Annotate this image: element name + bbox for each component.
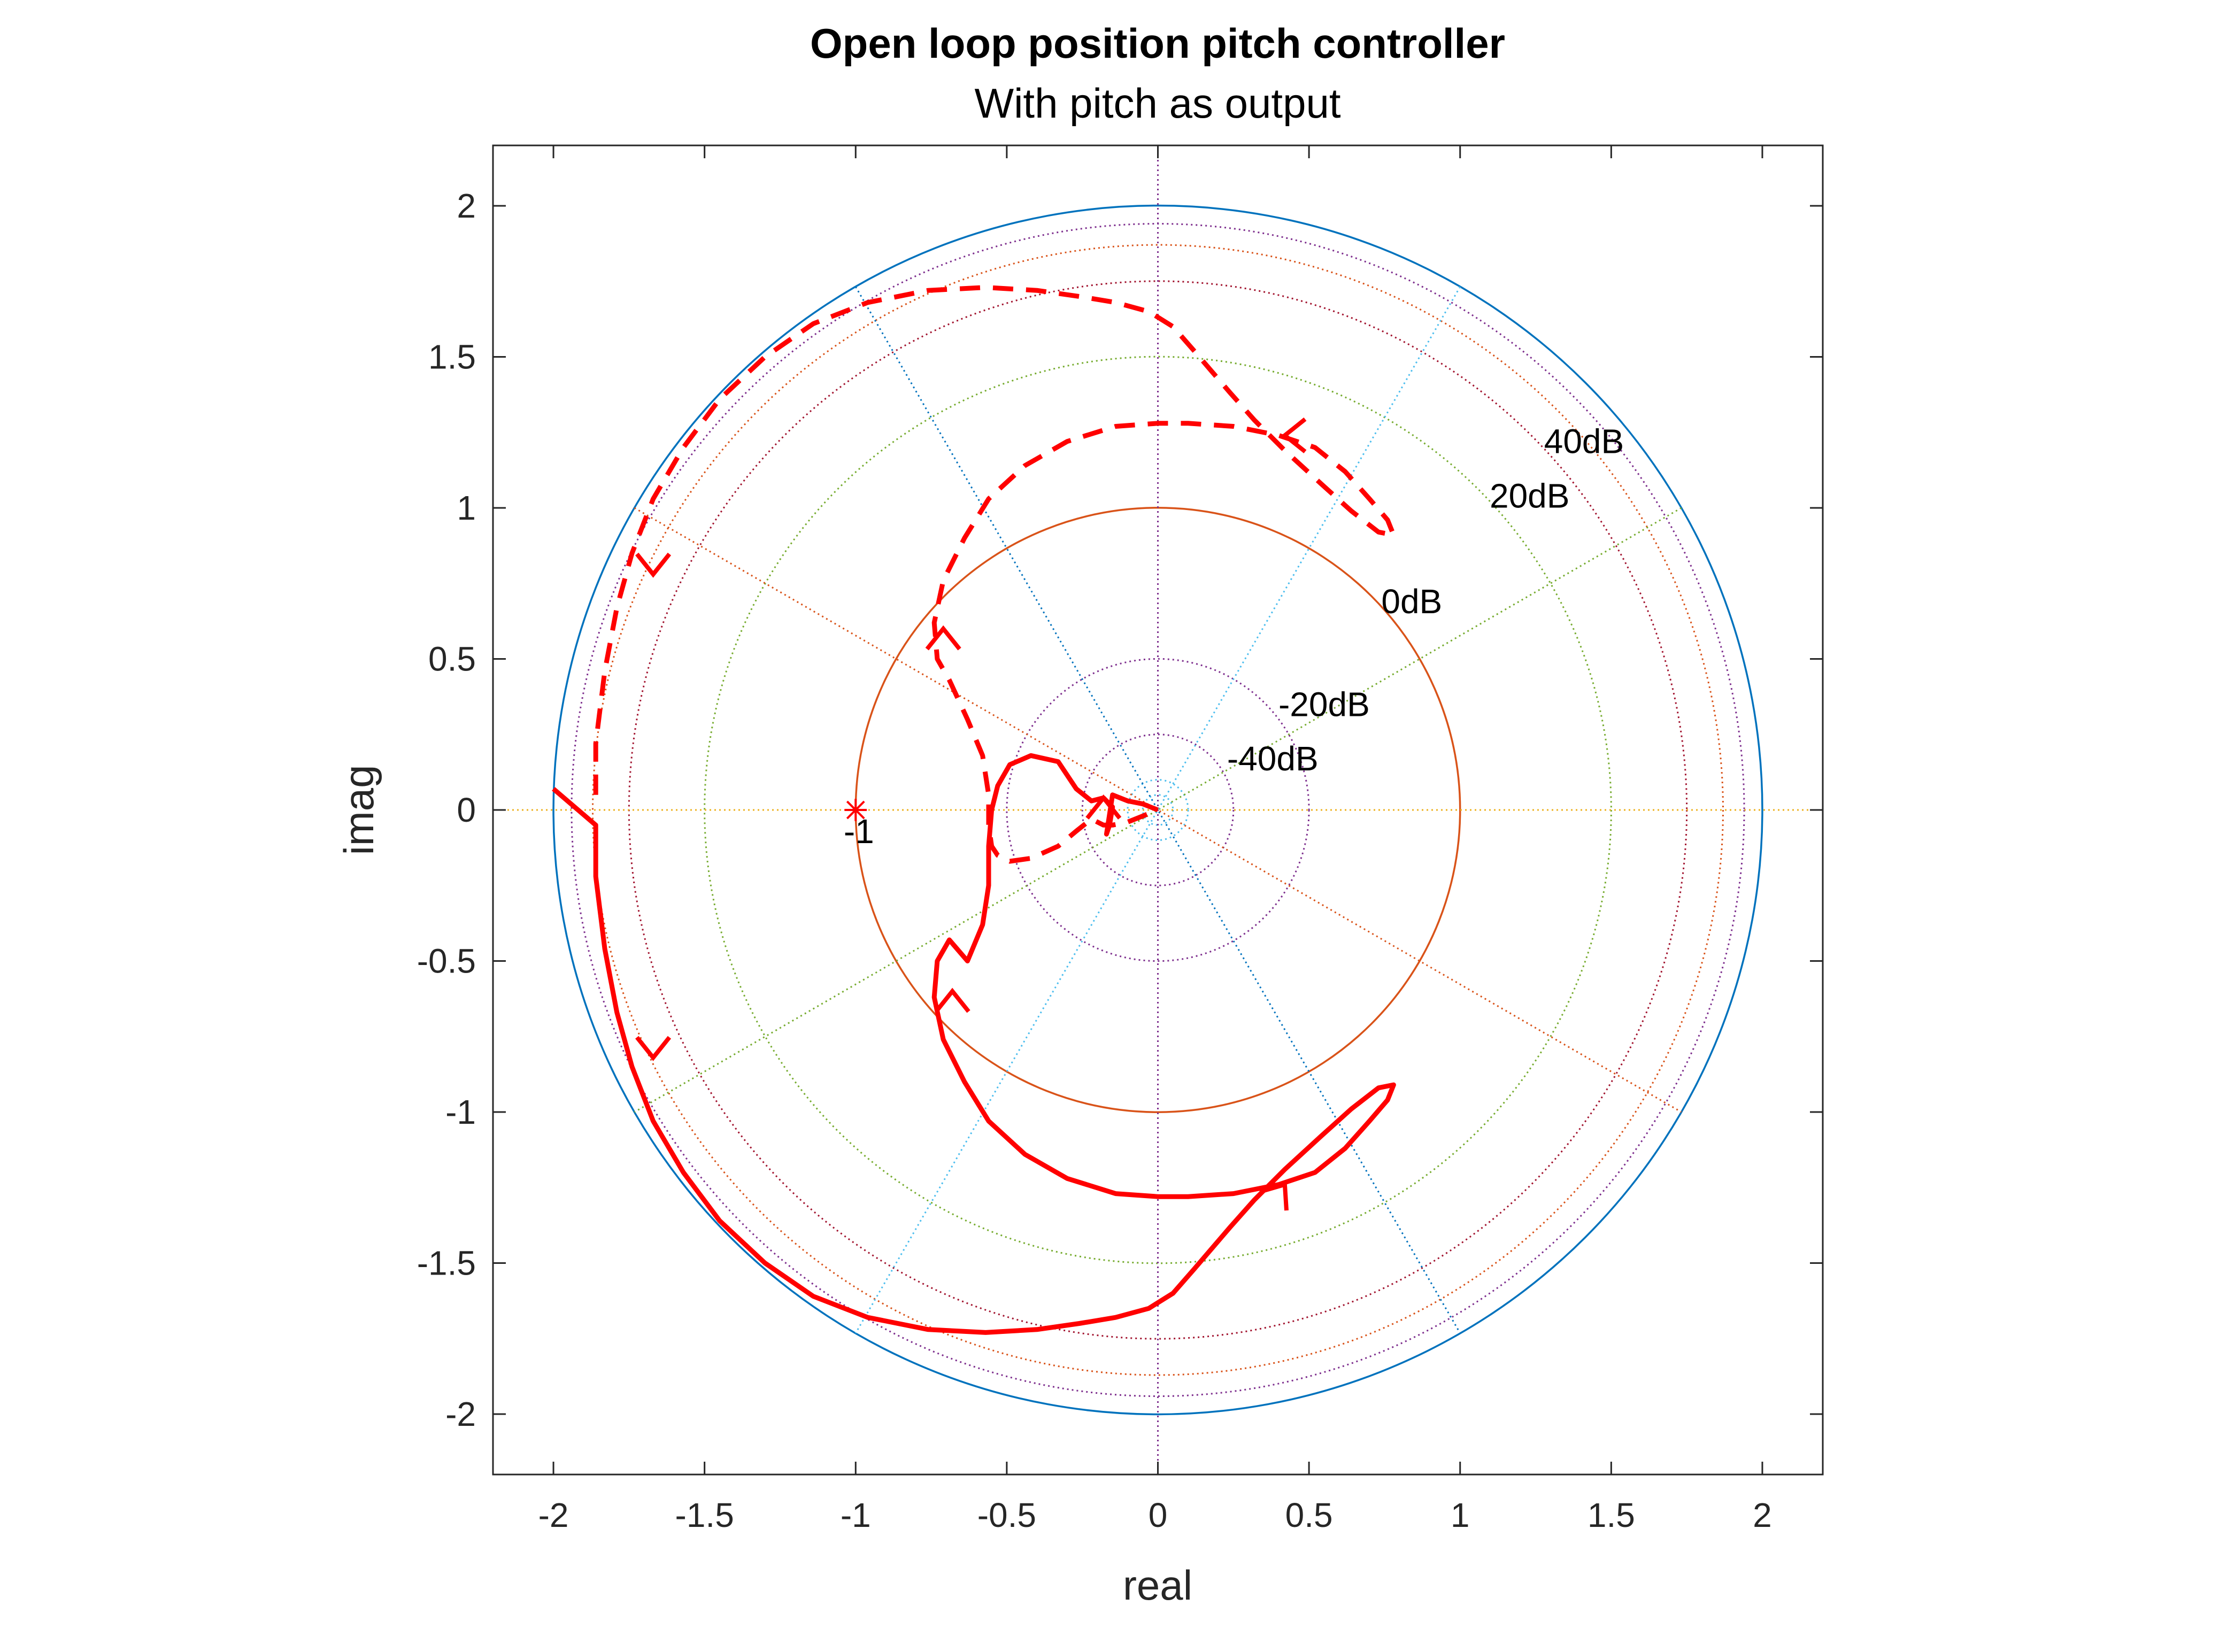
magnitude-circle [1006, 658, 1310, 962]
x-tick-label: -0.5 [977, 1496, 1036, 1534]
x-tick-label: 1 [1451, 1496, 1470, 1534]
direction-arrow [934, 987, 970, 1013]
magnitude-circle [592, 244, 1724, 1376]
y-tick-label: 0.5 [428, 640, 476, 678]
critical-point-marker [844, 799, 867, 821]
nyquist-curves: -1 [552, 285, 1396, 1335]
x-tick-label: 0 [1149, 1496, 1168, 1534]
x-tick-label: 0.5 [1285, 1496, 1333, 1534]
angle-grid-line [634, 507, 1682, 1113]
chart-title: Open loop position pitch controller [810, 20, 1505, 67]
angle-grid-line [634, 507, 1682, 1113]
direction-arrow [1085, 794, 1122, 820]
angle-grid-line [854, 286, 1461, 1334]
x-tick-label: -2 [538, 1496, 569, 1534]
tick-labels: -2 -1.5 -1 -0.5 0 0.5 1 1.5 2 -2 -1.5 -1 -0.5 0 0.5 1 1.… [417, 187, 1772, 1534]
magnitude-circle-label: 0dB [1381, 582, 1442, 621]
y-tick-label: 2 [457, 187, 476, 225]
magnitude-circle-label: -20dB [1278, 685, 1370, 723]
y-tick-label: -0.5 [417, 942, 476, 981]
direction-arrow [635, 1036, 672, 1061]
x-tick-label: 2 [1753, 1496, 1772, 1534]
y-tick-label: 1.5 [428, 338, 476, 376]
direction-arrow [925, 625, 961, 651]
magnitude-circle-label: -40dB [1227, 739, 1319, 778]
y-tick-label: -1.5 [417, 1244, 476, 1283]
chart-subtitle: With pitch as output [974, 80, 1340, 127]
direction-arrow [1259, 1182, 1289, 1211]
small-grid-circle [1081, 734, 1235, 886]
y-axis-label: imag [335, 765, 382, 855]
direction-arrow [635, 552, 672, 578]
y-tick-label: 0 [457, 791, 476, 829]
x-axis-label: real [1123, 1562, 1192, 1609]
y-tick-label: -2 [445, 1395, 476, 1433]
angle-grid-line [854, 286, 1461, 1334]
y-tick-label: -1 [445, 1093, 476, 1131]
magnitude-circle [1127, 778, 1189, 842]
tick-marks [493, 145, 1823, 1475]
magnitude-circle-label: 40dB [1544, 422, 1624, 461]
magnitude-circle [552, 204, 1763, 1416]
magnitude-circle-label: 20dB [1490, 476, 1569, 515]
nyquist-curve-positive-freq [552, 753, 1396, 1335]
x-tick-label: -1 [841, 1496, 871, 1534]
critical-point-label: -1 [844, 812, 874, 851]
x-tick-label: 1.5 [1588, 1496, 1635, 1534]
y-tick-label: 1 [457, 489, 476, 527]
x-tick-label: -1.5 [675, 1496, 734, 1534]
magnitude-circle [704, 356, 1612, 1264]
direction-arrow [1281, 417, 1307, 453]
